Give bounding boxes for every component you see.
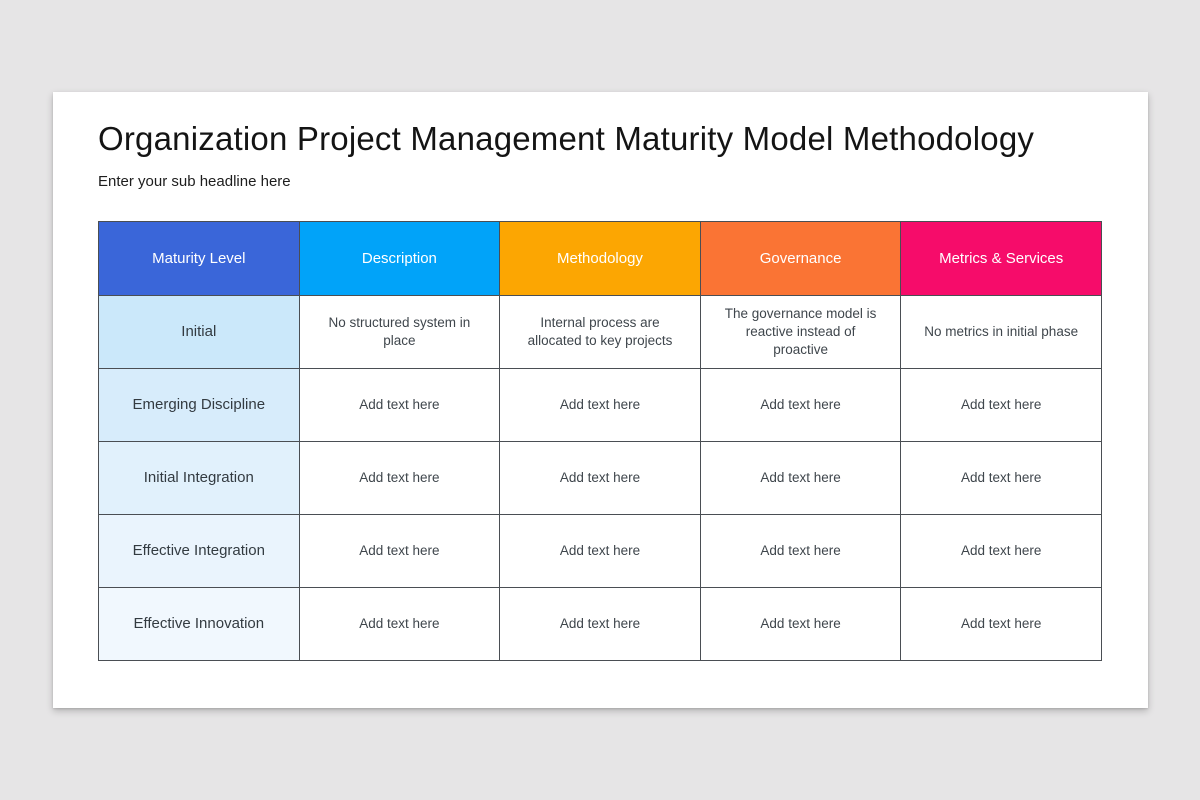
header-cell-description[interactable]: Description	[298, 221, 501, 296]
table-cell[interactable]: Add text here	[298, 514, 501, 588]
row-label-effective-integration[interactable]: Effective Integration	[98, 514, 300, 588]
header-cell-methodology[interactable]: Methodology	[499, 221, 701, 296]
table-cell[interactable]: Add text here	[298, 368, 501, 442]
table-row-effective-innovation: Effective Innovation Add text here Add t…	[98, 587, 1102, 661]
table-cell[interactable]: Internal process are allocated to key pr…	[499, 295, 701, 369]
slide-title[interactable]: Organization Project Management Maturity…	[98, 120, 1035, 157]
table-cell[interactable]: Add text here	[499, 514, 701, 588]
table-cell[interactable]: No structured system in place	[298, 295, 501, 369]
table-header-row: Maturity Level Description Methodology G…	[98, 221, 1102, 296]
table-cell[interactable]: Add text here	[499, 587, 701, 661]
table-cell[interactable]: Add text here	[499, 368, 701, 442]
header-cell-metrics-services[interactable]: Metrics & Services	[900, 221, 1102, 296]
table-cell[interactable]: Add text here	[900, 514, 1102, 588]
table-cell[interactable]: Add text here	[298, 441, 501, 515]
table-cell[interactable]: Add text here	[699, 514, 902, 588]
row-label-initial-integration[interactable]: Initial Integration	[98, 441, 300, 515]
table-cell[interactable]: Add text here	[900, 368, 1102, 442]
table-row-initial-integration: Initial Integration Add text here Add te…	[98, 441, 1102, 515]
table-row-effective-integration: Effective Integration Add text here Add …	[98, 514, 1102, 588]
table-cell[interactable]: Add text here	[699, 587, 902, 661]
table-cell[interactable]: Add text here	[900, 587, 1102, 661]
maturity-model-table: Maturity Level Description Methodology G…	[98, 221, 1102, 661]
header-cell-governance[interactable]: Governance	[699, 221, 902, 296]
table-cell[interactable]: Add text here	[298, 587, 501, 661]
row-label-emerging-discipline[interactable]: Emerging Discipline	[98, 368, 300, 442]
row-label-effective-innovation[interactable]: Effective Innovation	[98, 587, 300, 661]
table-cell[interactable]: The governance model is reactive instead…	[699, 295, 902, 369]
table-cell[interactable]: Add text here	[699, 368, 902, 442]
row-label-initial[interactable]: Initial	[98, 295, 300, 369]
slide-card: Organization Project Management Maturity…	[53, 92, 1148, 708]
header-cell-maturity-level[interactable]: Maturity Level	[98, 221, 300, 296]
table-cell[interactable]: Add text here	[900, 441, 1102, 515]
table-cell[interactable]: Add text here	[499, 441, 701, 515]
table-cell[interactable]: No metrics in initial phase	[900, 295, 1102, 369]
table-row-emerging-discipline: Emerging Discipline Add text here Add te…	[98, 368, 1102, 442]
slide-subtitle-placeholder[interactable]: Enter your sub headline here	[98, 173, 291, 190]
table-row-initial: Initial No structured system in place In…	[98, 295, 1102, 369]
table-cell[interactable]: Add text here	[699, 441, 902, 515]
